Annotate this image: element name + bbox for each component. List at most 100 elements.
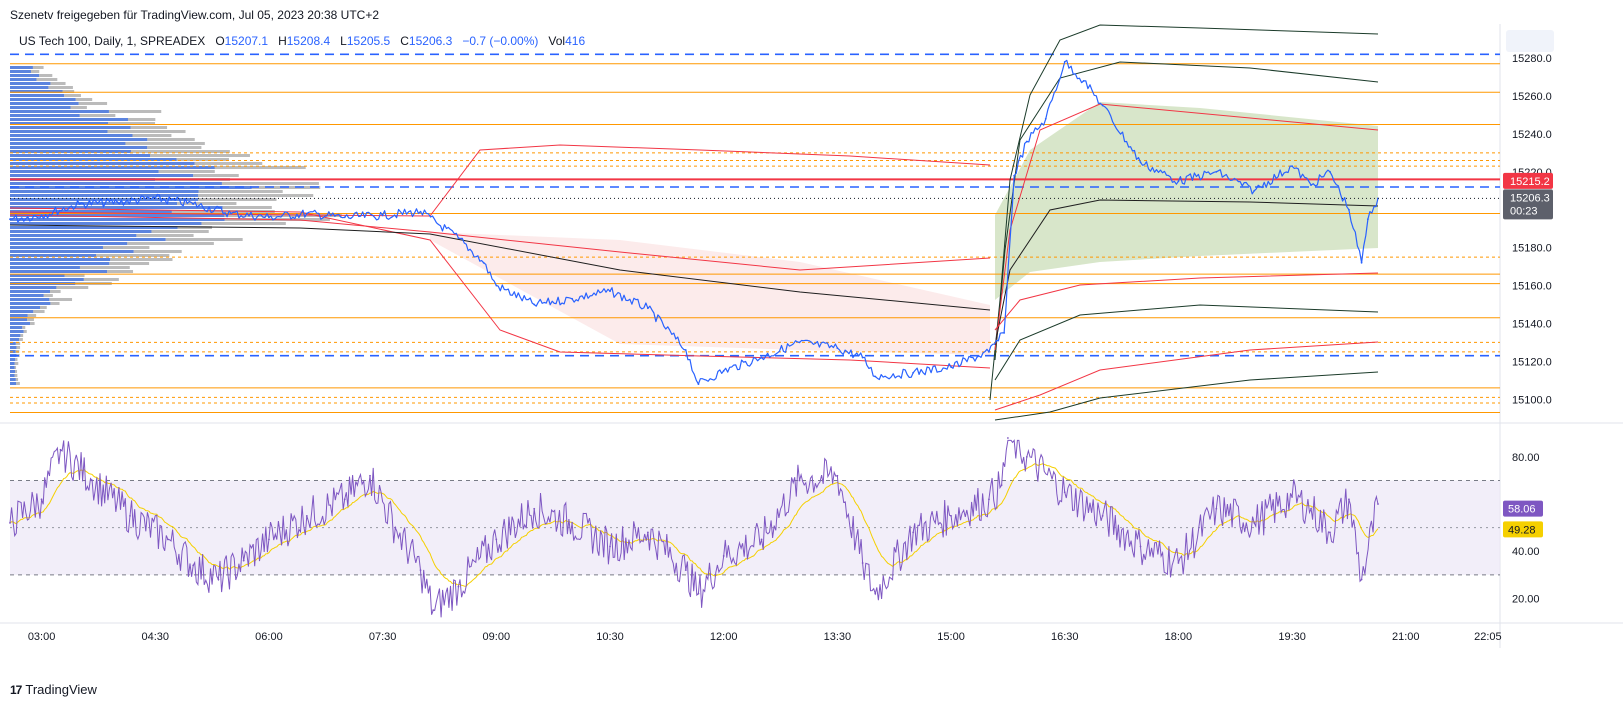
profile-bar-down xyxy=(177,226,213,229)
band-fills xyxy=(430,102,1378,355)
high-label: H xyxy=(278,34,287,48)
profile-bar-up xyxy=(10,382,17,385)
price-point xyxy=(343,216,346,219)
profile-bar-up xyxy=(10,258,111,261)
profile-bar-up xyxy=(10,334,21,337)
price-line xyxy=(10,59,1379,385)
rsi-point xyxy=(242,559,245,562)
profile-bar-down xyxy=(150,154,250,157)
right-upper-red xyxy=(994,103,1379,351)
profile-bar-down xyxy=(79,266,130,269)
countdown-label: 00:23 xyxy=(1510,205,1538,217)
profile-bar-down xyxy=(136,234,194,237)
rsi-point xyxy=(1329,531,1331,534)
profile-bar-down xyxy=(78,102,108,105)
price-point xyxy=(861,356,864,359)
rsi-tick-label: 20.00 xyxy=(1512,593,1540,605)
profile-bar-down xyxy=(171,210,275,213)
profile-bar-up xyxy=(10,130,108,133)
profile-bar-down xyxy=(131,150,230,153)
rsi-point xyxy=(369,474,371,477)
profile-bar-down xyxy=(222,206,272,209)
profile-bar-down xyxy=(62,90,75,93)
time-tick-label: 12:00 xyxy=(710,631,738,643)
profile-bar-up xyxy=(10,310,34,313)
price-point xyxy=(268,216,270,219)
profile-bar-up xyxy=(10,126,131,129)
profile-bar-down xyxy=(109,262,150,265)
profile-bar-down xyxy=(79,114,116,117)
profile-bar-down xyxy=(83,278,119,281)
rsi-tick-label: 40.00 xyxy=(1512,546,1540,558)
left-lower-band xyxy=(9,207,991,369)
profile-bar-up xyxy=(10,342,16,345)
price-point xyxy=(1063,61,1066,63)
price-point xyxy=(646,307,649,310)
price-tick-label: 15160.0 xyxy=(1512,281,1552,293)
price-point xyxy=(988,350,990,353)
profile-bar-up xyxy=(10,214,225,217)
price-point xyxy=(495,284,498,287)
time-tick-label: 19:30 xyxy=(1278,631,1306,643)
rsi-point xyxy=(59,448,62,451)
profile-bar-down xyxy=(64,274,85,277)
rsi-point xyxy=(192,564,195,567)
price-point xyxy=(482,261,485,264)
profile-bar-up xyxy=(10,314,28,317)
profile-bar-down xyxy=(107,130,186,133)
price-tick-label: 15280.0 xyxy=(1512,53,1552,65)
low-label: L xyxy=(340,34,347,48)
price-point xyxy=(836,347,839,349)
profile-bar-down xyxy=(110,258,173,261)
high-value: 15208.4 xyxy=(286,34,331,48)
profile-bar-up xyxy=(10,90,63,93)
profile-bar-up xyxy=(10,230,152,233)
left-vwap xyxy=(9,224,991,311)
last-price-label: 15206.3 xyxy=(1510,192,1550,204)
profile-bar-up xyxy=(10,206,223,209)
right-lower-red xyxy=(994,272,1379,331)
profile-bar-up xyxy=(10,246,103,249)
profile-bar-down xyxy=(50,82,66,85)
profile-bar-up xyxy=(10,142,126,145)
price-point xyxy=(40,214,43,217)
profile-bar-down xyxy=(32,66,44,69)
profile-bar-up xyxy=(10,106,71,109)
time-tick-label: 03:00 xyxy=(28,631,56,643)
rsi-point xyxy=(1253,522,1256,524)
price-point xyxy=(1082,79,1085,82)
right-lower-band-3 xyxy=(994,371,1379,421)
price-point xyxy=(912,371,915,374)
profile-bar-up xyxy=(10,82,51,85)
rsi-point xyxy=(495,538,498,541)
profile-bar-down xyxy=(165,238,243,241)
symbol-name[interactable]: US Tech 100, Daily, 1, SPREADEX xyxy=(19,34,206,48)
time-tick-label: 16:30 xyxy=(1051,631,1079,643)
tradingview-logo[interactable]: 17 TradingView xyxy=(10,682,97,697)
price-tick-label: 15140.0 xyxy=(1512,318,1552,330)
rsi-point xyxy=(1377,503,1379,505)
profile-bar-down xyxy=(96,254,170,257)
profile-bar-up xyxy=(10,330,24,333)
profile-bar-up xyxy=(10,218,225,221)
price-tick-label: 15240.0 xyxy=(1512,129,1552,141)
profile-bar-up xyxy=(10,278,84,281)
profile-bar-up xyxy=(10,154,151,157)
rsi-point xyxy=(1006,437,1009,439)
profile-bar-up xyxy=(10,306,40,309)
profile-bar-up xyxy=(10,146,148,149)
scale-settings-button xyxy=(1506,30,1554,52)
price-point xyxy=(457,237,460,240)
price-point xyxy=(192,203,195,205)
green-band-fill xyxy=(995,102,1378,340)
rsi-point xyxy=(217,578,220,581)
profile-bar-up xyxy=(10,162,195,165)
price-point xyxy=(950,366,952,368)
price-point xyxy=(1013,174,1016,177)
time-tick-label: 13:30 xyxy=(824,631,852,643)
price-point xyxy=(9,218,11,221)
rsi-point xyxy=(1215,507,1218,510)
rsi-value-label: 58.06 xyxy=(1508,504,1536,516)
profile-bar-up xyxy=(10,226,178,229)
